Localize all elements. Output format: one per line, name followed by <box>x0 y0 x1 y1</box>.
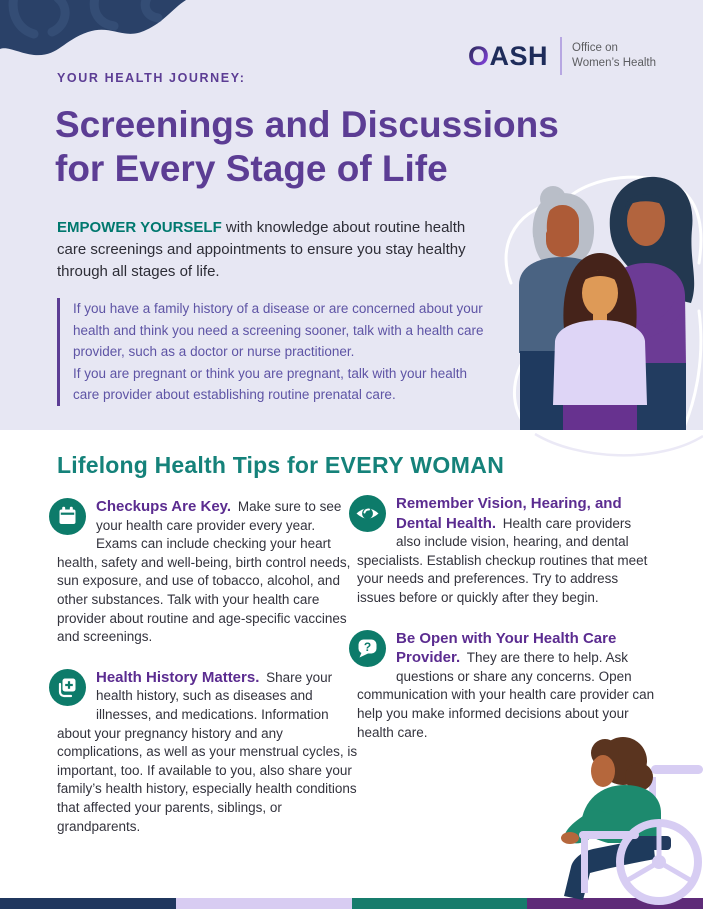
tip-body: They are there to help. Ask questions or… <box>357 650 655 740</box>
page-title: Screenings and Discussions for Every Stag… <box>55 103 655 191</box>
logo-org-line1: Office on <box>572 42 618 54</box>
tip-checkups: Checkups Are Key. Make sure to see your … <box>49 497 358 647</box>
white-curve-decoration <box>534 432 703 457</box>
oash-wordmark: OASH <box>468 40 549 71</box>
footer-stripe-lavender <box>175 898 352 909</box>
tip-heading: Remember Vision, Hearing, and Dental Hea… <box>396 495 622 532</box>
tip-body: Health care providers also include visio… <box>357 515 648 605</box>
tip-heading: Checkups Are Key. <box>96 498 232 515</box>
oash-o-glyph: O <box>468 40 490 71</box>
girl-figure <box>553 253 647 430</box>
kicker: YOUR HEALTH JOURNEY: <box>57 71 246 85</box>
woman-figure <box>561 737 671 900</box>
page-title-line1: Screenings and Discussions <box>55 104 559 145</box>
section-heading: Lifelong Health Tips for EVERY WOMAN <box>57 452 504 479</box>
eye-icon <box>349 495 386 532</box>
section-heading-emphasis: EVERY WOMAN <box>324 452 505 478</box>
tip-heading: Health History Matters. <box>96 668 260 686</box>
calendar-icon <box>49 498 86 535</box>
intro-rest: with knowledge about routine health care… <box>57 219 466 280</box>
advice-callout-para1: If you have a family history of a diseas… <box>73 301 484 359</box>
tip-heading: Be Open with Your Health Care Provider. <box>396 629 617 667</box>
tips-column-left: Checkups Are Key. Make sure to see your … <box>49 497 358 836</box>
advice-callout: If you have a family history of a diseas… <box>57 298 495 406</box>
tip-be-open: ? Be Open with Your Health Care Provider… <box>349 629 658 743</box>
page-title-line2: for Every Stage of Life <box>55 148 448 189</box>
tip-health-history: Health History Matters. Share your healt… <box>49 668 358 836</box>
tip-vision-hearing-dental: Remember Vision, Hearing, and Dental Hea… <box>349 494 658 608</box>
tip-body: Share your health history, such as disea… <box>57 669 358 834</box>
tips-column-right: Remember Vision, Hearing, and Dental Hea… <box>349 494 658 743</box>
oash-logo: OASH Office on Women’s Health <box>468 37 656 75</box>
wheelchair-frame <box>579 819 702 905</box>
footer-stripe-bar <box>0 898 703 909</box>
question-bubble-icon: ? <box>349 629 386 667</box>
woman-in-wheelchair-illustration <box>561 737 703 905</box>
footer-stripe-teal <box>351 898 528 909</box>
oash-ash-glyphs: ASH <box>489 40 549 71</box>
footer-stripe-navy <box>0 898 176 909</box>
footer-stripe-purple <box>527 898 703 909</box>
corner-blob-decoration <box>0 0 186 56</box>
intro-paragraph: EMPOWER YOURSELF with knowledge about ro… <box>57 217 469 283</box>
header-section: OASH Office on Women’s Health YOUR HEALT… <box>0 0 703 430</box>
logo-divider <box>560 37 563 75</box>
logo-org-name: Office on Women’s Health <box>572 41 656 71</box>
tip-body: Make sure to see your health care provid… <box>57 499 351 645</box>
logo-org-line2: Women’s Health <box>572 57 656 69</box>
section-heading-prefix: Lifelong Health Tips for <box>57 452 325 478</box>
three-women-illustration <box>504 175 703 430</box>
medical-records-icon <box>49 668 86 706</box>
advice-callout-para2: If you are pregnant or think you are pre… <box>73 365 467 403</box>
svg-text:?: ? <box>364 640 371 654</box>
intro-lead: EMPOWER YOURSELF <box>57 219 222 236</box>
